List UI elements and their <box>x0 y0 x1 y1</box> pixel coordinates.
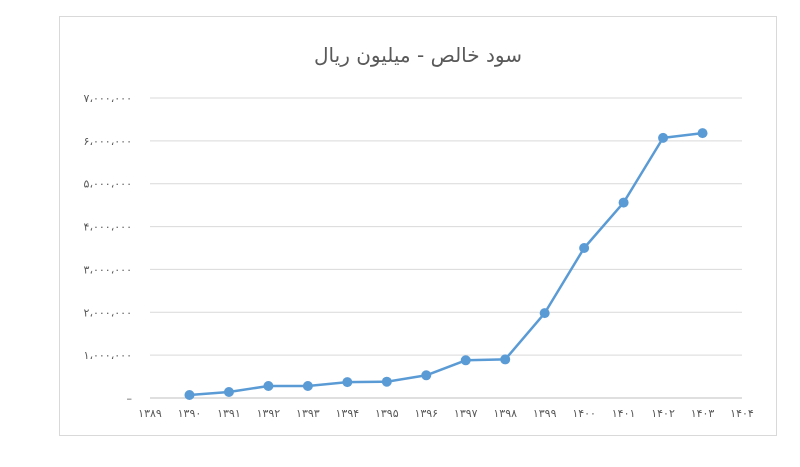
y-tick-label: ۴،۰۰۰،۰۰۰ <box>84 221 132 234</box>
x-tick-label: ۱۳۹۹ <box>533 407 557 420</box>
data-point <box>184 390 195 400</box>
gridlines <box>150 97 742 399</box>
series-group <box>184 128 708 400</box>
data-point <box>263 381 274 391</box>
x-tick-label: ۱۴۰۱ <box>612 407 636 420</box>
chart-frame <box>59 16 777 436</box>
x-tick-label: ۱۳۹۲ <box>257 407 281 420</box>
y-axis-ticks: – ۱،۰۰۰،۰۰۰ ۲،۰۰۰،۰۰۰ ۳،۰۰۰،۰۰۰ ۴،۰۰۰،۰۰۰ ۵،۰… <box>84 92 132 405</box>
x-tick-label: ۱۴۰۴ <box>730 407 754 420</box>
x-tick-label: ۱۳۹۰ <box>178 407 202 420</box>
y-tick-label: ۲،۰۰۰،۰۰۰ <box>84 306 132 319</box>
x-tick-label: ۱۴۰۳ <box>691 407 715 420</box>
data-point <box>658 132 669 143</box>
x-tick-label: ۱۳۹۱ <box>217 407 241 420</box>
y-tick-label: – <box>127 392 133 405</box>
y-tick-label: ۱،۰۰۰،۰۰۰ <box>84 349 132 362</box>
data-point <box>618 197 629 208</box>
x-tick-label: ۱۳۹۵ <box>375 407 399 420</box>
data-point <box>460 355 471 366</box>
data-point <box>579 243 590 253</box>
series-line <box>189 131 703 397</box>
data-point <box>421 370 432 381</box>
data-point <box>302 381 313 391</box>
x-tick-label: ۱۳۹۳ <box>296 407 320 420</box>
x-tick-label: ۱۴۰۲ <box>651 407 675 420</box>
data-point <box>223 387 234 397</box>
data-point <box>500 354 511 365</box>
x-tick-label: ۱۳۸۹ <box>138 407 162 420</box>
data-point <box>697 128 708 139</box>
y-tick-label: ۳،۰۰۰،۰۰۰ <box>84 263 132 276</box>
data-point <box>381 376 392 387</box>
x-tick-label: ۱۴۰۰ <box>572 407 596 420</box>
data-point <box>539 308 550 319</box>
x-tick-label: ۱۳۹۷ <box>454 407 478 420</box>
x-axis-ticks: ۱۳۸۹ ۱۳۹۰ ۱۳۹۱ ۱۳۹۲ ۱۳۹۳ ۱۳۹۴ ۱۳۹۵ ۱۳۹۶ ۱۳۹۷ ۱۳۹۸… <box>138 407 754 420</box>
x-tick-label: ۱۳۹۴ <box>336 407 360 420</box>
data-point <box>342 377 353 388</box>
y-tick-label: ۵،۰۰۰،۰۰۰ <box>84 178 132 191</box>
x-tick-label: ۱۳۹۶ <box>414 407 438 420</box>
chart-title: سود خالص - میلیون ریال <box>314 43 522 67</box>
x-tick-label: ۱۳۹۸ <box>493 407 517 420</box>
y-tick-label: ۶،۰۰۰،۰۰۰ <box>84 135 132 148</box>
y-tick-label: ۷،۰۰۰،۰۰۰ <box>84 92 132 105</box>
